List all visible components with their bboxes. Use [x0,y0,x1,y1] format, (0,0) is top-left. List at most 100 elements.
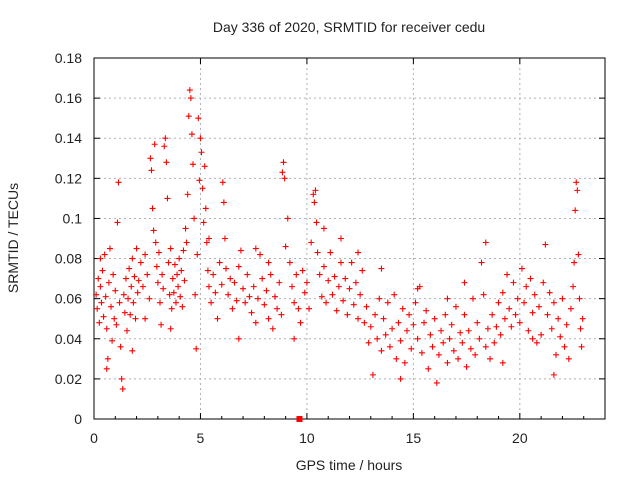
data-point [111,315,118,322]
data-point [431,315,438,322]
data-point [457,329,464,336]
data-point [550,371,557,378]
data-point [374,335,381,342]
grid [94,58,605,419]
data-point [323,299,330,306]
data-point [403,327,410,334]
data-point [261,301,268,308]
data-point [499,359,506,366]
data-point [167,245,174,252]
data-point [196,177,203,184]
y-tick-label: 0.08 [55,251,82,267]
data-point [497,331,504,338]
data-point [168,305,175,312]
data-point [101,251,108,258]
data-point [246,293,253,300]
data-point [465,327,472,334]
x-tick-label: 20 [512,430,528,446]
data-point [535,303,542,310]
data-point [174,271,181,278]
data-point [325,277,332,284]
data-point [267,271,274,278]
data-point [397,337,404,344]
data-point [331,273,338,280]
data-point [131,273,138,280]
data-point [205,235,212,242]
data-point [355,249,362,256]
data-point [293,271,300,278]
data-point [216,259,223,266]
data-point [150,227,157,234]
data-point [570,283,577,290]
data-point [190,161,197,168]
data-point [574,187,581,194]
data-point [565,355,572,362]
data-point [132,315,139,322]
data-point [130,299,137,306]
data-point [313,219,320,226]
data-point [105,279,112,286]
data-point [399,305,406,312]
data-point [421,319,428,326]
data-point [153,263,160,270]
data-point [106,245,113,252]
data-point [378,265,385,272]
data-point [444,295,451,302]
data-point [184,191,191,198]
data-point [257,251,264,258]
y-axis-label: SRMTID / TECUs [5,183,21,293]
data-point [201,163,208,170]
data-point [461,279,468,286]
data-point [571,259,578,266]
data-point [93,291,100,298]
y-tick-label: 0.04 [55,331,82,347]
data-point [170,289,177,296]
data-point [357,291,364,298]
data-point [423,307,430,314]
data-point [279,169,286,176]
data-point [527,275,534,282]
data-point [186,87,193,94]
data-point [198,149,205,156]
y-tick-label: 0.14 [55,130,82,146]
data-point [229,305,236,312]
data-point [235,335,242,342]
data-point [575,251,582,258]
data-point [446,335,453,342]
data-point [169,275,176,282]
data-point [223,265,230,272]
data-point [135,277,142,284]
data-point [248,309,255,316]
data-point [110,271,117,278]
data-point [518,265,525,272]
data-point [202,205,209,212]
data-point [112,287,119,294]
data-point [164,195,171,202]
data-point [137,259,144,266]
data-point [306,305,313,312]
data-point [220,199,227,206]
data-point [203,239,210,246]
data-point [259,275,266,282]
data-point [125,295,132,302]
data-point [467,345,474,352]
data-point [482,239,489,246]
data-point [573,179,580,186]
data-point [546,289,553,296]
data-point [438,327,445,334]
data-point [579,315,586,322]
data-point [429,343,436,350]
data-point [179,303,186,310]
data-point [414,285,421,292]
data-point [286,259,293,266]
x-axis-label: GPS time / hours [296,457,403,473]
data-point [118,375,125,382]
data-point [276,279,283,286]
data-point [103,325,110,332]
data-point [178,267,185,274]
data-point [265,259,272,266]
data-point [121,309,128,316]
data-point [212,289,219,296]
data-point [514,295,521,302]
data-point [151,141,158,148]
